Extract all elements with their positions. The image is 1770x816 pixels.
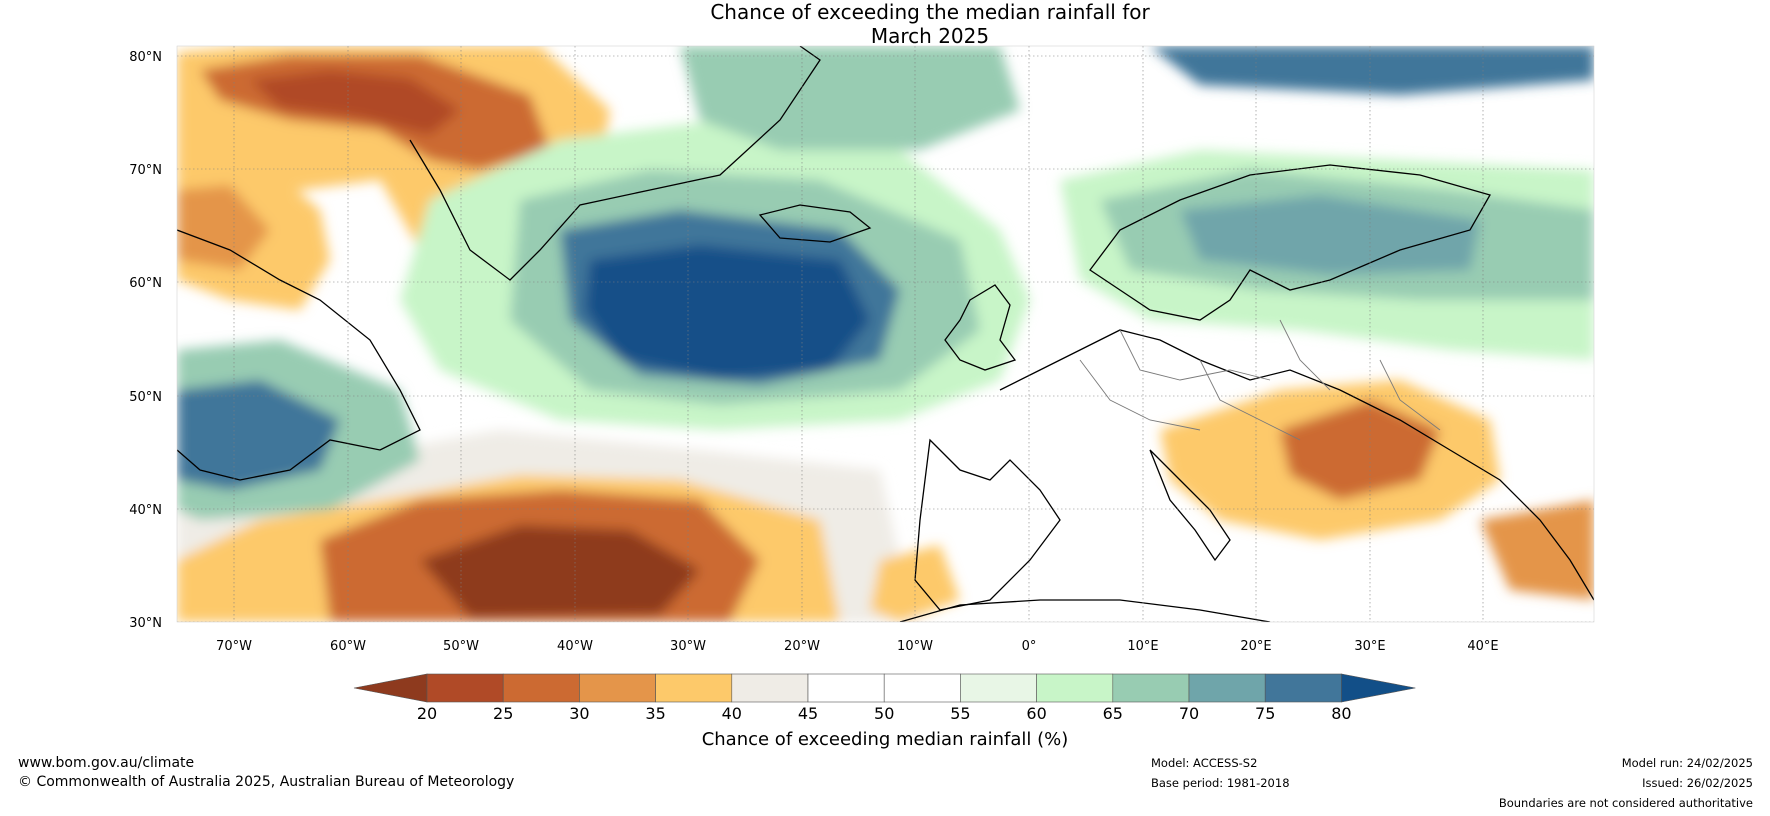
footer-website: www.bom.gov.au/climate — [18, 755, 195, 771]
map-title-line1: Chance of exceeding the median rainfall … — [710, 0, 1150, 24]
lat-tick-label: 60°N — [129, 276, 162, 291]
border-europe-5 — [1379, 359, 1441, 431]
colorbar-tick-label: 75 — [1255, 704, 1275, 723]
colorbar-bin — [502, 673, 580, 703]
colorbar-bin — [1036, 673, 1114, 703]
colorbar-title: Chance of exceeding median rainfall (%) — [702, 729, 1069, 750]
lon-tick-label: 20°E — [1240, 639, 1271, 654]
coastline-iceland — [758, 204, 872, 243]
lon-tick-label: 20°W — [784, 639, 820, 654]
lon-tick-label: 30°W — [670, 639, 706, 654]
dry-region-black-sea-core — [1280, 400, 1440, 500]
footer-model: Model: ACCESS-S2 — [1151, 756, 1258, 770]
latitude-axis: 80°N 70°N 60°N 50°N 40°N 30°N — [129, 50, 162, 631]
coastline-north-america — [177, 229, 421, 481]
lat-tick-label: 30°N — [129, 616, 162, 631]
border-europe-2 — [1119, 329, 1271, 381]
footer-base-period: Base period: 1981-2018 — [1151, 776, 1290, 790]
colorbar-bin — [579, 673, 656, 703]
coastline-europe — [999, 329, 1594, 601]
dry-region-labrador-core — [177, 185, 270, 270]
coastline-british-isles — [944, 284, 1017, 371]
dry-region-middle-east — [1480, 500, 1594, 600]
colorbar-tick-label: 60 — [1026, 704, 1046, 723]
colorbar-bin — [1188, 673, 1266, 703]
colorbar-tick-label: 40 — [722, 704, 742, 723]
footer-copyright: © Commonwealth of Australia 2025, Austra… — [18, 774, 515, 790]
lon-tick-label: 40°E — [1467, 639, 1498, 654]
colorbar-tick-label: 55 — [950, 704, 970, 723]
colorbar-tick-label: 50 — [874, 704, 894, 723]
colorbar-tick-label: 65 — [1103, 704, 1123, 723]
colorbar-bin — [807, 673, 885, 703]
colorbar-bin — [883, 673, 961, 703]
coastline-greenland — [409, 46, 821, 281]
map-title-line2: March 2025 — [870, 24, 990, 48]
colorbar-ticks: 20 25 30 35 40 45 50 55 60 65 70 75 80 — [417, 704, 1352, 723]
lon-tick-label: 30°E — [1354, 639, 1385, 654]
lon-tick-label: 50°W — [443, 639, 479, 654]
footer-disclaimer: Boundaries are not considered authoritat… — [1498, 796, 1753, 810]
map-title: Chance of exceeding the median rainfall … — [0, 0, 1770, 48]
lon-tick-label: 60°W — [330, 639, 366, 654]
colorbar-bin — [655, 673, 733, 703]
colorbar-bin — [960, 673, 1037, 703]
lat-tick-label: 80°N — [129, 50, 162, 65]
longitude-axis: 70°W 60°W 50°W 40°W 30°W 20°W 10°W 0° 10°E 20°E 30… — [216, 639, 1499, 654]
wet-region-atlantic-core — [585, 245, 870, 380]
colorbar — [353, 673, 1416, 703]
lat-tick-label: 70°N — [129, 163, 162, 178]
footer-model-run: Model run: 24/02/2025 — [1621, 756, 1753, 770]
lon-tick-label: 0° — [1022, 639, 1037, 654]
dry-region-atlantic-deep — [420, 525, 700, 618]
border-europe-3 — [1199, 359, 1301, 441]
coastline-scandinavia — [1089, 164, 1491, 321]
border-europe-1 — [1079, 359, 1201, 431]
colorbar-extend-low — [353, 673, 428, 703]
lon-tick-label: 70°W — [216, 639, 252, 654]
colorbar-tick-label: 20 — [417, 704, 437, 723]
coastline-italy — [1149, 449, 1231, 562]
dry-region-greenland-deep — [250, 70, 460, 135]
colorbar-tick-label: 45 — [798, 704, 818, 723]
lon-tick-label: 10°W — [897, 639, 933, 654]
colorbar-bin — [731, 673, 809, 703]
wet-region-east-greenland — [680, 46, 1020, 150]
colorbar-tick-label: 80 — [1331, 704, 1351, 723]
lon-tick-label: 40°W — [557, 639, 593, 654]
colorbar-tick-label: 70 — [1179, 704, 1199, 723]
lat-tick-label: 50°N — [129, 390, 162, 405]
wet-region-scandinavia-core — [1180, 195, 1480, 275]
lon-tick-label: 10°E — [1127, 639, 1158, 654]
colorbar-extend-high — [1341, 673, 1416, 703]
rainfall-probability-map — [176, 45, 1595, 623]
map-frame — [176, 45, 1595, 623]
coastline-iberia — [914, 438, 1061, 611]
colorbar-bin — [1112, 673, 1190, 703]
colorbar-bin — [1264, 673, 1342, 703]
colorbar-tick-label: 25 — [493, 704, 513, 723]
colorbar-tick-label: 30 — [569, 704, 589, 723]
coastline-north-africa — [899, 599, 1271, 622]
border-europe-4 — [1279, 319, 1331, 391]
colorbar-tick-label: 35 — [645, 704, 665, 723]
lat-tick-label: 40°N — [129, 503, 162, 518]
footer-issued: Issued: 26/02/2025 — [1642, 776, 1753, 790]
colorbar-bin — [426, 673, 504, 703]
